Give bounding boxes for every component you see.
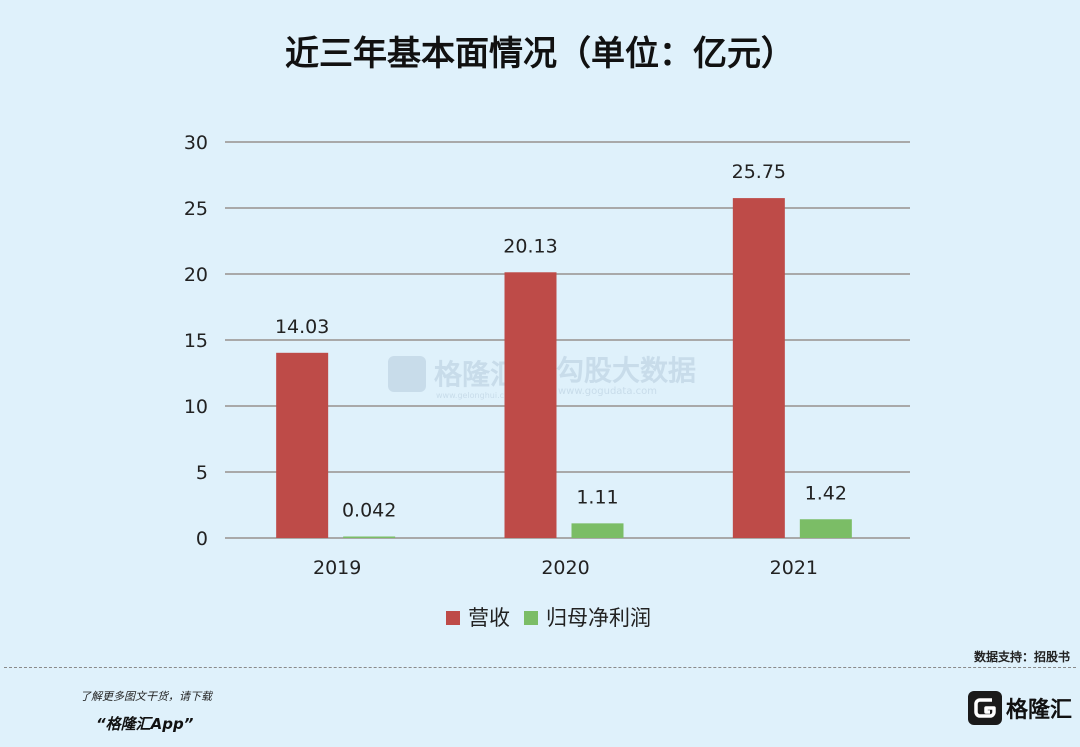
bar-revenue (732, 198, 785, 538)
data-label: 25.75 (732, 161, 786, 183)
y-tick-label: 0 (196, 528, 208, 550)
footer-app-name: “格隆汇App” (96, 715, 194, 733)
data-label: 1.42 (805, 482, 847, 504)
legend-swatch (446, 611, 460, 625)
watermark: 格隆汇 www.gelonghui.com 勾股大数据 www.gogudata… (388, 352, 696, 400)
y-tick-label: 10 (184, 396, 208, 418)
data-label: 20.13 (503, 235, 557, 257)
brand-name: 格隆汇 (1006, 698, 1073, 723)
g-logo-icon (968, 691, 1002, 725)
bar-net-profit (343, 536, 396, 538)
brand-logo: 格隆汇 (968, 688, 1072, 728)
legend: 营收 归母净利润 (446, 606, 651, 630)
watermark-partner: 勾股大数据 (556, 354, 696, 387)
data-label: 1.11 (576, 486, 618, 508)
footer-download-text: 了解更多图文干货，请下载 (80, 690, 212, 703)
legend-swatch (524, 611, 538, 625)
data-source: 数据支持：招股书 (973, 650, 1070, 664)
y-axis-ticks: 0 5 10 15 20 25 30 (184, 132, 208, 550)
footer-divider (4, 667, 1076, 668)
x-tick-label: 2021 (770, 557, 818, 579)
y-tick-label: 20 (184, 264, 208, 286)
data-label: 14.03 (275, 316, 329, 338)
bars (276, 198, 852, 538)
bar-chart: 格隆汇 www.gelonghui.com 勾股大数据 www.gogudata… (184, 132, 910, 630)
grid-lines (225, 141, 910, 539)
x-tick-label: 2020 (541, 557, 589, 579)
bar-revenue (504, 272, 557, 538)
x-axis-ticks: 2019 2020 2021 (313, 557, 818, 579)
y-tick-label: 30 (184, 132, 208, 154)
watermark-brand: 格隆汇 (434, 358, 518, 391)
y-tick-label: 15 (184, 330, 208, 352)
legend-label: 归母净利润 (546, 606, 651, 630)
bar-net-profit (799, 519, 852, 538)
x-tick-label: 2019 (313, 557, 361, 579)
watermark-g-logo (388, 356, 426, 392)
bar-revenue (276, 352, 329, 538)
data-labels: 14.03 0.042 20.13 1.11 25.75 1.42 (275, 161, 847, 521)
y-tick-label: 5 (196, 462, 208, 484)
legend-label: 营收 (468, 606, 510, 630)
data-label: 0.042 (342, 500, 396, 522)
y-tick-label: 25 (184, 198, 208, 220)
watermark-partner-url: www.gogudata.com (558, 386, 657, 397)
watermark-brand-url: www.gelonghui.com (436, 391, 517, 400)
bar-net-profit (571, 523, 624, 538)
chart-title: 近三年基本面情况（单位：亿元） (285, 34, 795, 74)
